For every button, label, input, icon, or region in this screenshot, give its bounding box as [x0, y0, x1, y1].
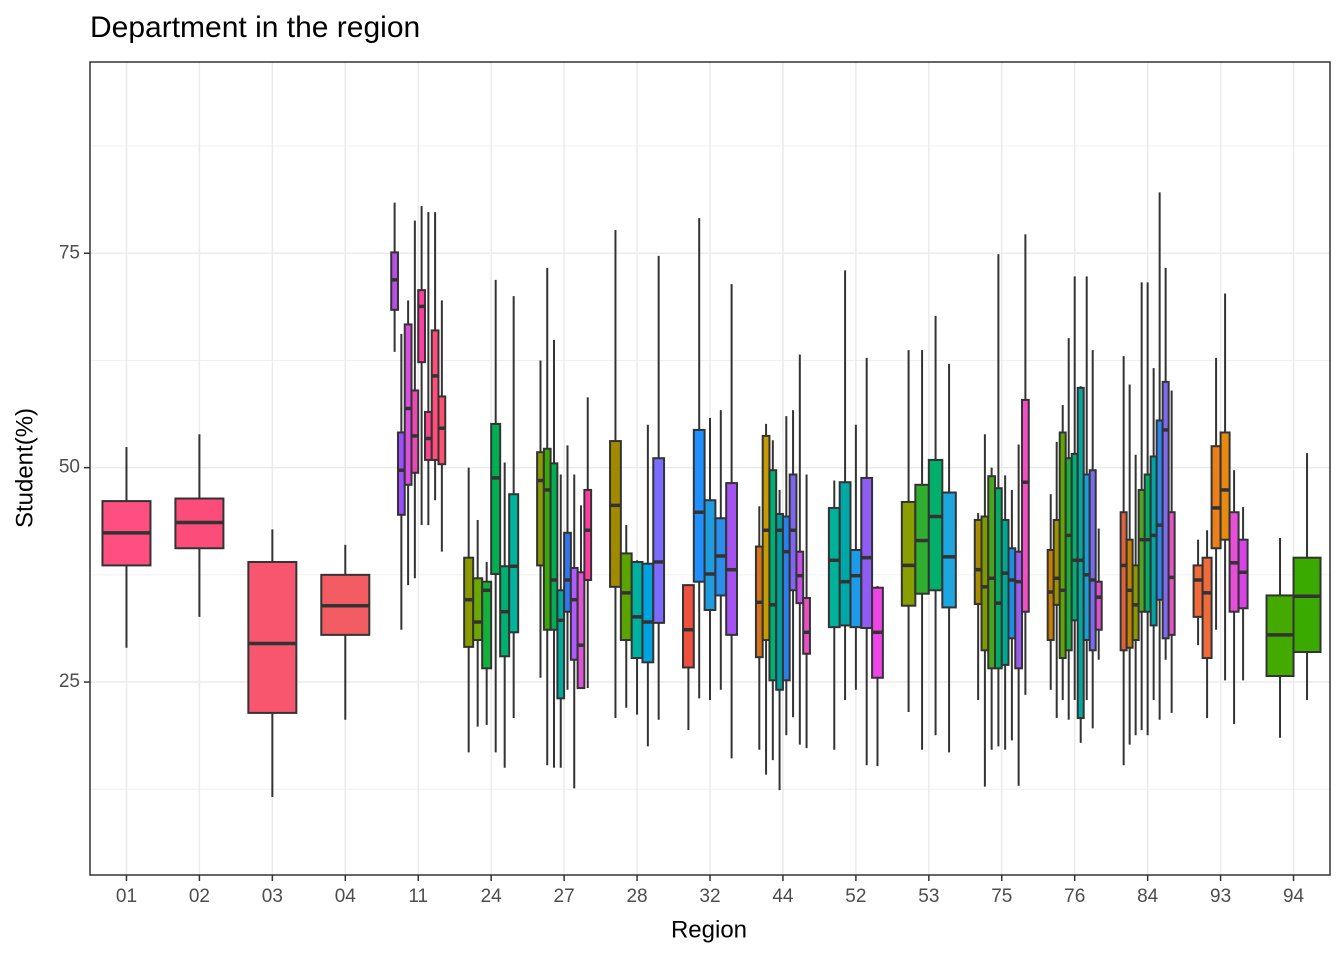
box — [536, 451, 545, 567]
x-tick-label: 93 — [1210, 886, 1231, 907]
box — [849, 548, 863, 629]
box — [987, 475, 997, 670]
chart-title: Department in the region — [90, 11, 420, 44]
box — [410, 389, 420, 474]
box — [472, 577, 484, 642]
box — [417, 289, 426, 364]
box — [563, 531, 572, 613]
box — [652, 457, 666, 624]
box — [1167, 511, 1176, 636]
box — [788, 473, 798, 592]
box — [973, 518, 983, 605]
x-tick-label: 04 — [335, 886, 357, 907]
x-tick-label: 76 — [1064, 886, 1085, 907]
x-tick-label: 27 — [554, 886, 575, 907]
x-tick-label: 03 — [262, 886, 283, 907]
box — [481, 580, 493, 670]
box — [682, 584, 695, 669]
box — [1292, 556, 1322, 654]
box — [1014, 550, 1024, 670]
y-tick-label: 75 — [59, 242, 80, 263]
box — [508, 493, 520, 634]
box — [692, 428, 706, 583]
box — [1192, 564, 1204, 618]
box — [437, 395, 447, 466]
box — [1161, 380, 1170, 640]
box — [549, 462, 559, 631]
x-tick-label: 44 — [772, 886, 794, 907]
x-axis-title: Region — [671, 916, 747, 943]
box — [827, 506, 841, 629]
panel-border — [89, 61, 1331, 876]
box — [703, 499, 717, 612]
box — [838, 481, 852, 627]
x-tick-label: 11 — [408, 886, 428, 907]
x-tick-label: 02 — [189, 886, 210, 907]
x-tick-label: 94 — [1283, 886, 1305, 907]
box — [1219, 431, 1231, 541]
box — [1210, 445, 1222, 550]
box — [768, 469, 778, 682]
box — [490, 422, 502, 575]
box — [1007, 547, 1017, 640]
box — [396, 431, 406, 516]
box — [761, 434, 771, 642]
box — [247, 560, 298, 714]
box — [927, 458, 944, 592]
y-axis-title: Student(%) — [11, 408, 38, 528]
x-tick-label: 53 — [918, 886, 939, 907]
box — [542, 447, 552, 631]
box — [1000, 518, 1010, 666]
x-tick-label: 52 — [845, 886, 866, 907]
box — [641, 562, 655, 664]
box — [430, 329, 440, 461]
box — [725, 482, 739, 636]
box — [619, 552, 633, 642]
box — [941, 491, 957, 609]
box — [1021, 398, 1030, 613]
box — [576, 571, 586, 690]
box — [556, 589, 566, 700]
x-tick-label: 75 — [991, 886, 1012, 907]
box — [609, 440, 622, 588]
box — [781, 515, 791, 682]
x-tick-label: 24 — [481, 886, 503, 907]
box — [423, 410, 433, 461]
x-tick-label: 01 — [116, 886, 137, 907]
box — [463, 556, 475, 648]
box — [1201, 556, 1213, 660]
box — [569, 566, 579, 661]
box — [403, 323, 413, 486]
x-tick-label: 28 — [626, 886, 647, 907]
y-tick-label: 25 — [59, 671, 80, 692]
box — [802, 596, 811, 655]
y-tick-label: 50 — [59, 457, 80, 478]
box — [900, 500, 917, 607]
box — [775, 512, 784, 691]
box — [980, 515, 990, 652]
box — [583, 488, 593, 581]
x-tick-label: 84 — [1137, 886, 1159, 907]
box — [630, 560, 644, 660]
box — [860, 476, 874, 630]
box — [994, 487, 1003, 670]
box — [1088, 469, 1097, 652]
box — [1094, 580, 1103, 631]
x-tick-label: 32 — [699, 886, 720, 907]
